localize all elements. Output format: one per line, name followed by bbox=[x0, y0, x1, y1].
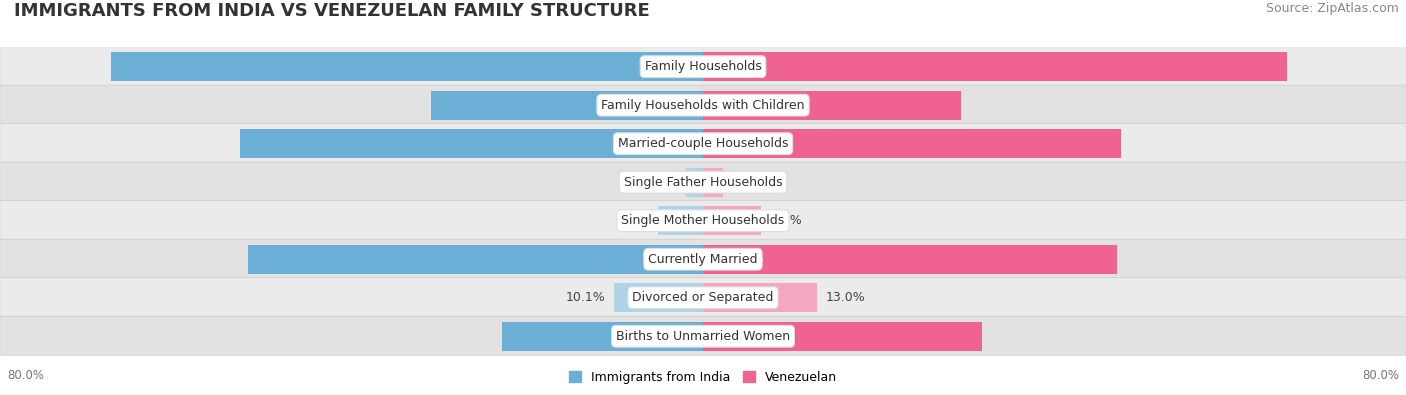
Bar bbox=[703, 206, 761, 235]
Text: 80.0%: 80.0% bbox=[7, 369, 44, 382]
Text: 22.9%: 22.9% bbox=[643, 330, 686, 343]
Bar bbox=[614, 283, 703, 312]
Text: 2.3%: 2.3% bbox=[733, 176, 763, 189]
Text: 52.7%: 52.7% bbox=[643, 137, 686, 150]
Text: 80.0%: 80.0% bbox=[1362, 369, 1399, 382]
Text: Single Mother Households: Single Mother Households bbox=[621, 214, 785, 227]
FancyBboxPatch shape bbox=[0, 316, 1406, 356]
Bar bbox=[111, 52, 703, 81]
Bar bbox=[703, 245, 1116, 274]
Legend: Immigrants from India, Venezuelan: Immigrants from India, Venezuelan bbox=[564, 366, 842, 389]
Text: 67.4%: 67.4% bbox=[643, 60, 686, 73]
Bar bbox=[703, 129, 1122, 158]
Text: Divorced or Separated: Divorced or Separated bbox=[633, 291, 773, 304]
Text: 29.4%: 29.4% bbox=[721, 99, 763, 112]
Text: 47.1%: 47.1% bbox=[721, 253, 763, 266]
Text: 6.6%: 6.6% bbox=[770, 214, 801, 227]
FancyBboxPatch shape bbox=[0, 162, 1406, 202]
Bar bbox=[703, 168, 723, 197]
FancyBboxPatch shape bbox=[0, 47, 1406, 87]
Bar bbox=[703, 91, 962, 120]
Text: Married-couple Households: Married-couple Households bbox=[617, 137, 789, 150]
Text: 1.9%: 1.9% bbox=[645, 176, 678, 189]
Text: Family Households with Children: Family Households with Children bbox=[602, 99, 804, 112]
FancyBboxPatch shape bbox=[0, 85, 1406, 125]
Text: Births to Unmarried Women: Births to Unmarried Women bbox=[616, 330, 790, 343]
FancyBboxPatch shape bbox=[0, 201, 1406, 241]
Text: 13.0%: 13.0% bbox=[827, 291, 866, 304]
Bar bbox=[686, 168, 703, 197]
Bar bbox=[430, 91, 703, 120]
Bar bbox=[658, 206, 703, 235]
Text: Single Father Households: Single Father Households bbox=[624, 176, 782, 189]
Text: 10.1%: 10.1% bbox=[565, 291, 606, 304]
FancyBboxPatch shape bbox=[0, 124, 1406, 164]
Bar bbox=[703, 52, 1288, 81]
Text: 51.8%: 51.8% bbox=[643, 253, 686, 266]
Bar bbox=[247, 245, 703, 274]
Bar bbox=[502, 322, 703, 351]
Text: 5.1%: 5.1% bbox=[617, 214, 650, 227]
FancyBboxPatch shape bbox=[0, 278, 1406, 318]
Bar bbox=[703, 322, 981, 351]
Bar bbox=[703, 283, 817, 312]
Text: IMMIGRANTS FROM INDIA VS VENEZUELAN FAMILY STRUCTURE: IMMIGRANTS FROM INDIA VS VENEZUELAN FAMI… bbox=[14, 2, 650, 20]
Text: 31.7%: 31.7% bbox=[721, 330, 763, 343]
Text: Source: ZipAtlas.com: Source: ZipAtlas.com bbox=[1265, 2, 1399, 15]
Bar bbox=[240, 129, 703, 158]
Text: Currently Married: Currently Married bbox=[648, 253, 758, 266]
Text: 47.6%: 47.6% bbox=[721, 137, 763, 150]
Text: Family Households: Family Households bbox=[644, 60, 762, 73]
Text: 31.0%: 31.0% bbox=[643, 99, 686, 112]
Text: 66.5%: 66.5% bbox=[721, 60, 763, 73]
FancyBboxPatch shape bbox=[0, 239, 1406, 279]
